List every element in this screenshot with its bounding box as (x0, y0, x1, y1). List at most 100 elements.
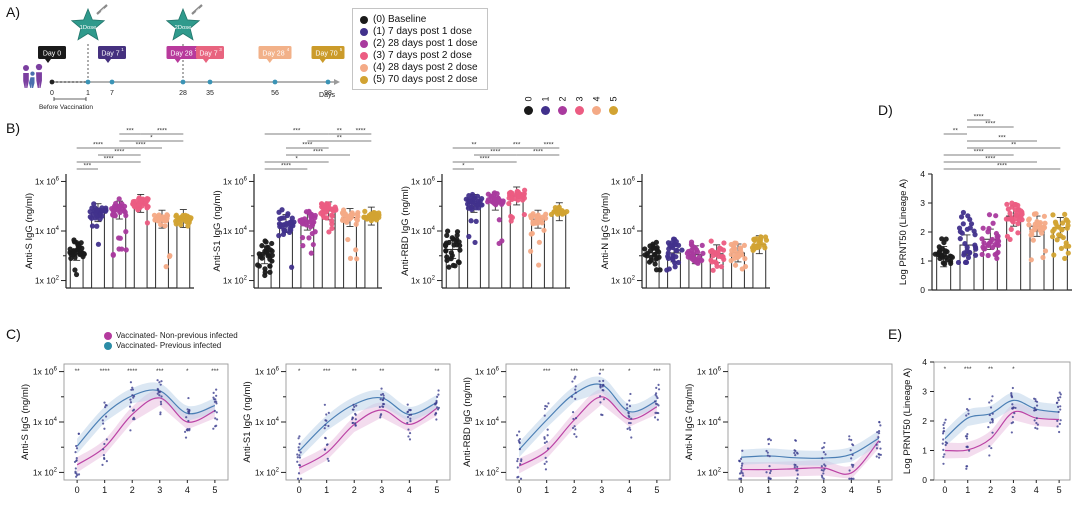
color-key-dot-icon (541, 106, 550, 115)
legend-item-label: (0) Baseline (373, 14, 427, 25)
legend-item-label: (2) 28 days post 1 dose (373, 38, 478, 49)
svg-text:*: * (462, 163, 465, 170)
legend-item: (4) 28 days post 2 dose (360, 62, 478, 73)
color-key-dot-icon (558, 106, 567, 115)
color-key-dot-icon (592, 106, 601, 115)
legend-dot-icon (360, 27, 368, 36)
svg-text:1x 104: 1x 104 (697, 417, 722, 427)
color-key-number: 4 (591, 96, 602, 102)
svg-text:1: 1 (86, 90, 90, 97)
svg-text:1Dose: 1Dose (80, 25, 97, 31)
svg-text:3: 3 (922, 387, 927, 397)
svg-text:3: 3 (157, 485, 162, 495)
svg-text:1: 1 (121, 47, 124, 52)
svg-text:Anti-N IgG (ng/ml): Anti-N IgG (ng/ml) (600, 193, 611, 270)
svg-text:1x 106: 1x 106 (611, 176, 636, 186)
infection-status-legend: Vaccinated- Non-previous infected Vaccin… (104, 331, 238, 350)
svg-text:Days: Days (319, 92, 335, 99)
svg-text:1: 1 (324, 485, 329, 495)
color-key-number: 5 (608, 96, 619, 102)
svg-text:**: ** (988, 366, 994, 373)
svg-text:0: 0 (942, 485, 947, 495)
svg-text:3: 3 (920, 198, 925, 208)
svg-text:1x 106: 1x 106 (411, 176, 436, 186)
legend-dot-icon (104, 331, 112, 340)
svg-text:****: **** (93, 142, 104, 149)
svg-text:0: 0 (922, 475, 927, 485)
svg-text:****: **** (490, 149, 501, 156)
panel-label-a: A) (6, 4, 20, 20)
color-key-item: 0 (523, 94, 534, 115)
svg-text:*: * (1012, 366, 1015, 373)
color-key-number: 0 (523, 96, 534, 102)
legend-dot-icon (360, 15, 368, 24)
svg-text:Anti-RBD IgG (ng/ml): Anti-RBD IgG (ng/ml) (400, 186, 411, 276)
legend-item-label: (5) 70 days post 2 dose (373, 74, 478, 85)
svg-text:2: 2 (352, 485, 357, 495)
svg-text:Day 28: Day 28 (170, 51, 192, 58)
legend-dot-icon (360, 75, 368, 84)
svg-text:***: *** (570, 368, 578, 375)
svg-text:0: 0 (297, 485, 302, 495)
color-key-number: 3 (574, 96, 585, 102)
svg-text:1x 106: 1x 106 (35, 176, 60, 186)
svg-text:****: **** (533, 149, 544, 156)
svg-text:98: 98 (324, 90, 332, 97)
svg-text:5: 5 (1057, 485, 1062, 495)
svg-text:2: 2 (988, 485, 993, 495)
svg-text:*: * (628, 368, 631, 375)
svg-text:****: **** (544, 142, 555, 149)
svg-text:35: 35 (206, 90, 214, 97)
svg-text:****: **** (480, 156, 491, 163)
legend-item: (0) Baseline (360, 14, 478, 25)
svg-text:Before Vaccination: Before Vaccination (39, 104, 93, 111)
svg-text:**: ** (1011, 142, 1017, 149)
svg-text:**: ** (337, 135, 343, 142)
svg-text:1x 102: 1x 102 (697, 467, 722, 477)
svg-text:1x 106: 1x 106 (475, 367, 500, 377)
svg-text:Day 7: Day 7 (101, 51, 119, 58)
svg-text:****: **** (985, 156, 996, 163)
legend-item: (1) 7 days post 1 dose (360, 26, 478, 37)
color-key-item: 2 (557, 94, 567, 115)
svg-text:*: * (295, 156, 298, 163)
svg-text:2: 2 (130, 485, 135, 495)
svg-text:1x 106: 1x 106 (33, 367, 58, 377)
svg-text:1x 104: 1x 104 (223, 226, 248, 236)
svg-text:***: *** (543, 368, 551, 375)
legend-item: (3) 7 days post 2 dose (360, 50, 478, 61)
panel-label-d: D) (878, 102, 893, 118)
svg-text:5: 5 (340, 47, 343, 52)
svg-text:1x 104: 1x 104 (255, 417, 280, 427)
svg-text:1x 106: 1x 106 (223, 176, 248, 186)
svg-text:****: **** (104, 156, 115, 163)
svg-text:5: 5 (212, 485, 217, 495)
svg-text:4: 4 (185, 485, 190, 495)
svg-text:0: 0 (739, 485, 744, 495)
svg-text:*: * (150, 135, 153, 142)
svg-text:****: **** (313, 149, 324, 156)
svg-text:**: ** (352, 368, 358, 375)
svg-text:3: 3 (1011, 485, 1016, 495)
group-color-key: 0 1 2 3 4 5 (523, 94, 619, 115)
svg-text:****: **** (136, 142, 147, 149)
svg-text:2: 2 (920, 227, 925, 237)
svg-text:***: *** (513, 142, 521, 149)
svg-text:1x 106: 1x 106 (255, 367, 280, 377)
svg-text:5: 5 (876, 485, 881, 495)
svg-text:Day 70: Day 70 (315, 51, 337, 58)
svg-text:*: * (186, 368, 189, 375)
svg-text:**: ** (471, 142, 477, 149)
svg-text:4: 4 (849, 485, 854, 495)
legend-item: Vaccinated- Non-previous infected (104, 331, 238, 340)
svg-text:2: 2 (572, 485, 577, 495)
svg-text:1: 1 (922, 446, 927, 456)
legend-item: Vaccinated- Previous infected (104, 341, 238, 350)
svg-text:*: * (944, 366, 947, 373)
